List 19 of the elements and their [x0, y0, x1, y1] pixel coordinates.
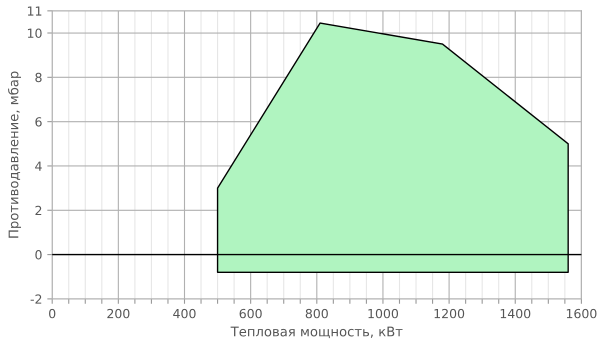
x-axis-title: Тепловая мощность, кВт [230, 326, 403, 338]
x-tick-label: 0 [49, 308, 56, 318]
x-tick-label: 1200 [434, 308, 464, 318]
y-tick-label: 4 [35, 162, 42, 171]
y-tick-label: 0 [35, 250, 42, 260]
y-tick-label: 6 [35, 117, 42, 127]
y-axis-title: Противодавление, мбар [8, 71, 22, 238]
x-tick-label: 200 [107, 308, 130, 318]
x-tick-label: 600 [240, 308, 262, 318]
x-tick-label: 400 [173, 308, 196, 318]
y-tick-label: -2 [30, 294, 42, 304]
y-tick-label: 10 [28, 28, 42, 38]
y-tick-label: 8 [35, 72, 42, 82]
y-tick-label: 2 [35, 206, 42, 216]
x-tick-label: 800 [306, 308, 328, 318]
y-tick-label: 11 [28, 6, 42, 16]
x-tick-label: 1000 [368, 308, 398, 318]
x-tick-label: 1600 [566, 308, 596, 318]
x-tick-label: 1400 [500, 308, 530, 318]
